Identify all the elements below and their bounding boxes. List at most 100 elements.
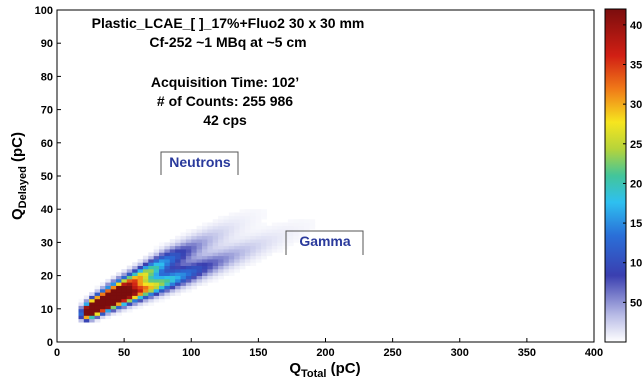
heatmap-cell <box>261 239 267 243</box>
heatmap-cell <box>239 225 246 230</box>
heatmap-cell <box>180 282 187 286</box>
heatmap-cell <box>132 305 138 310</box>
colorbar <box>604 8 627 343</box>
heatmap-cell <box>94 312 101 316</box>
heatmap-cell <box>110 295 117 300</box>
heatmap-cell <box>218 252 224 257</box>
heatmap-cell <box>137 295 144 300</box>
heatmap-cell <box>153 272 160 276</box>
heatmap-cell <box>180 269 187 273</box>
heatmap-cell <box>164 252 171 257</box>
heatmap-cell <box>137 278 144 283</box>
heatmap-cell <box>218 245 224 250</box>
heatmap-cell <box>94 295 101 300</box>
heatmap-cell <box>110 282 117 286</box>
heatmap-cell <box>116 288 122 293</box>
heatmap-cell <box>169 288 176 293</box>
heatmap-cell <box>212 245 219 250</box>
heatmap-cell <box>250 259 257 263</box>
heatmap-cell <box>126 269 133 273</box>
heatmap-cell <box>83 295 90 300</box>
y-tick-label: 60 <box>41 138 53 150</box>
heatmap-cell <box>180 245 187 250</box>
heatmap-cell <box>148 298 155 303</box>
heatmap-cell <box>239 229 246 233</box>
heatmap-cell <box>105 295 112 300</box>
heatmap-cell <box>207 222 214 227</box>
heatmap-cell <box>137 265 144 270</box>
heatmap-cell <box>110 292 117 296</box>
heatmap-cell <box>142 269 149 273</box>
heatmap-cell <box>142 255 149 260</box>
heatmap-cell <box>159 275 165 280</box>
heatmap-cell <box>212 249 219 253</box>
heatmap-cell <box>202 252 208 257</box>
heatmap-cell <box>244 255 251 260</box>
heatmap-cell <box>196 262 203 266</box>
heatmap-cell <box>218 222 224 227</box>
heatmap-cell <box>116 292 122 296</box>
heatmap-cell <box>261 209 267 213</box>
y-tick-label: 90 <box>41 38 53 50</box>
heatmap-cell <box>304 225 310 230</box>
heatmap-cell <box>298 225 305 230</box>
heatmap-cell <box>234 252 240 257</box>
heatmap-cell <box>100 295 106 300</box>
heatmap-cell <box>261 229 267 233</box>
heatmap-cell <box>196 239 203 243</box>
heatmap-cell <box>164 259 171 263</box>
heatmap-cell <box>207 245 214 250</box>
colorbar-tick-label: 3000 <box>630 99 642 111</box>
heatmap-cell <box>293 239 300 243</box>
heatmap-cell <box>277 249 283 253</box>
heatmap-cell <box>234 219 240 223</box>
heatmap-cell <box>212 255 219 260</box>
heatmap-cell <box>164 288 171 293</box>
heatmap-cell <box>180 242 187 247</box>
heatmap-cell <box>148 269 155 273</box>
heatmap-cell <box>212 252 219 257</box>
heatmap-cell <box>169 272 176 276</box>
heatmap-cell <box>83 308 90 313</box>
heatmap-cell <box>148 288 155 293</box>
heatmap-cell <box>261 232 267 237</box>
heatmap-cell <box>218 242 224 247</box>
heatmap-cell <box>153 292 160 296</box>
heatmap-cell <box>94 288 101 293</box>
heatmap-cell <box>153 265 160 270</box>
heatmap-cell <box>244 242 251 247</box>
heatmap-cell <box>212 242 219 247</box>
heatmap-cell <box>244 229 251 233</box>
heatmap-cell <box>202 235 208 240</box>
heatmap-cell <box>277 225 283 230</box>
heatmap-cell <box>255 249 262 253</box>
heatmap-cell <box>212 219 219 223</box>
heatmap-cell <box>94 315 101 320</box>
heatmap-cell <box>100 285 106 290</box>
heatmap-cell <box>234 265 240 270</box>
heatmap-cell <box>250 232 257 237</box>
heatmap-cell <box>121 272 128 276</box>
heatmap-cell <box>132 288 138 293</box>
heatmap-cell <box>153 298 160 303</box>
heatmap-cell <box>207 272 214 276</box>
heatmap-cell <box>234 259 240 263</box>
y-tick-label: 40 <box>41 204 53 216</box>
heatmap-cell <box>239 209 246 213</box>
heatmap-cell <box>132 298 138 303</box>
heatmap-cell <box>180 252 187 257</box>
y-tick-label: 0 <box>47 337 53 349</box>
heatmap-cell <box>207 249 214 253</box>
heatmap-cell <box>175 278 181 283</box>
heatmap-cell <box>196 245 203 250</box>
heatmap-cell <box>169 249 176 253</box>
heatmap-cell <box>250 219 257 223</box>
heatmap-cell <box>180 235 187 240</box>
heatmap-cell <box>218 229 224 233</box>
y-tick-label: 30 <box>41 237 53 249</box>
heatmap-cell <box>234 225 240 230</box>
heatmap-cell <box>239 242 246 247</box>
heatmap-cell <box>121 269 128 273</box>
heatmap-cell <box>105 278 112 283</box>
neutrons-label-bracket <box>160 151 239 175</box>
